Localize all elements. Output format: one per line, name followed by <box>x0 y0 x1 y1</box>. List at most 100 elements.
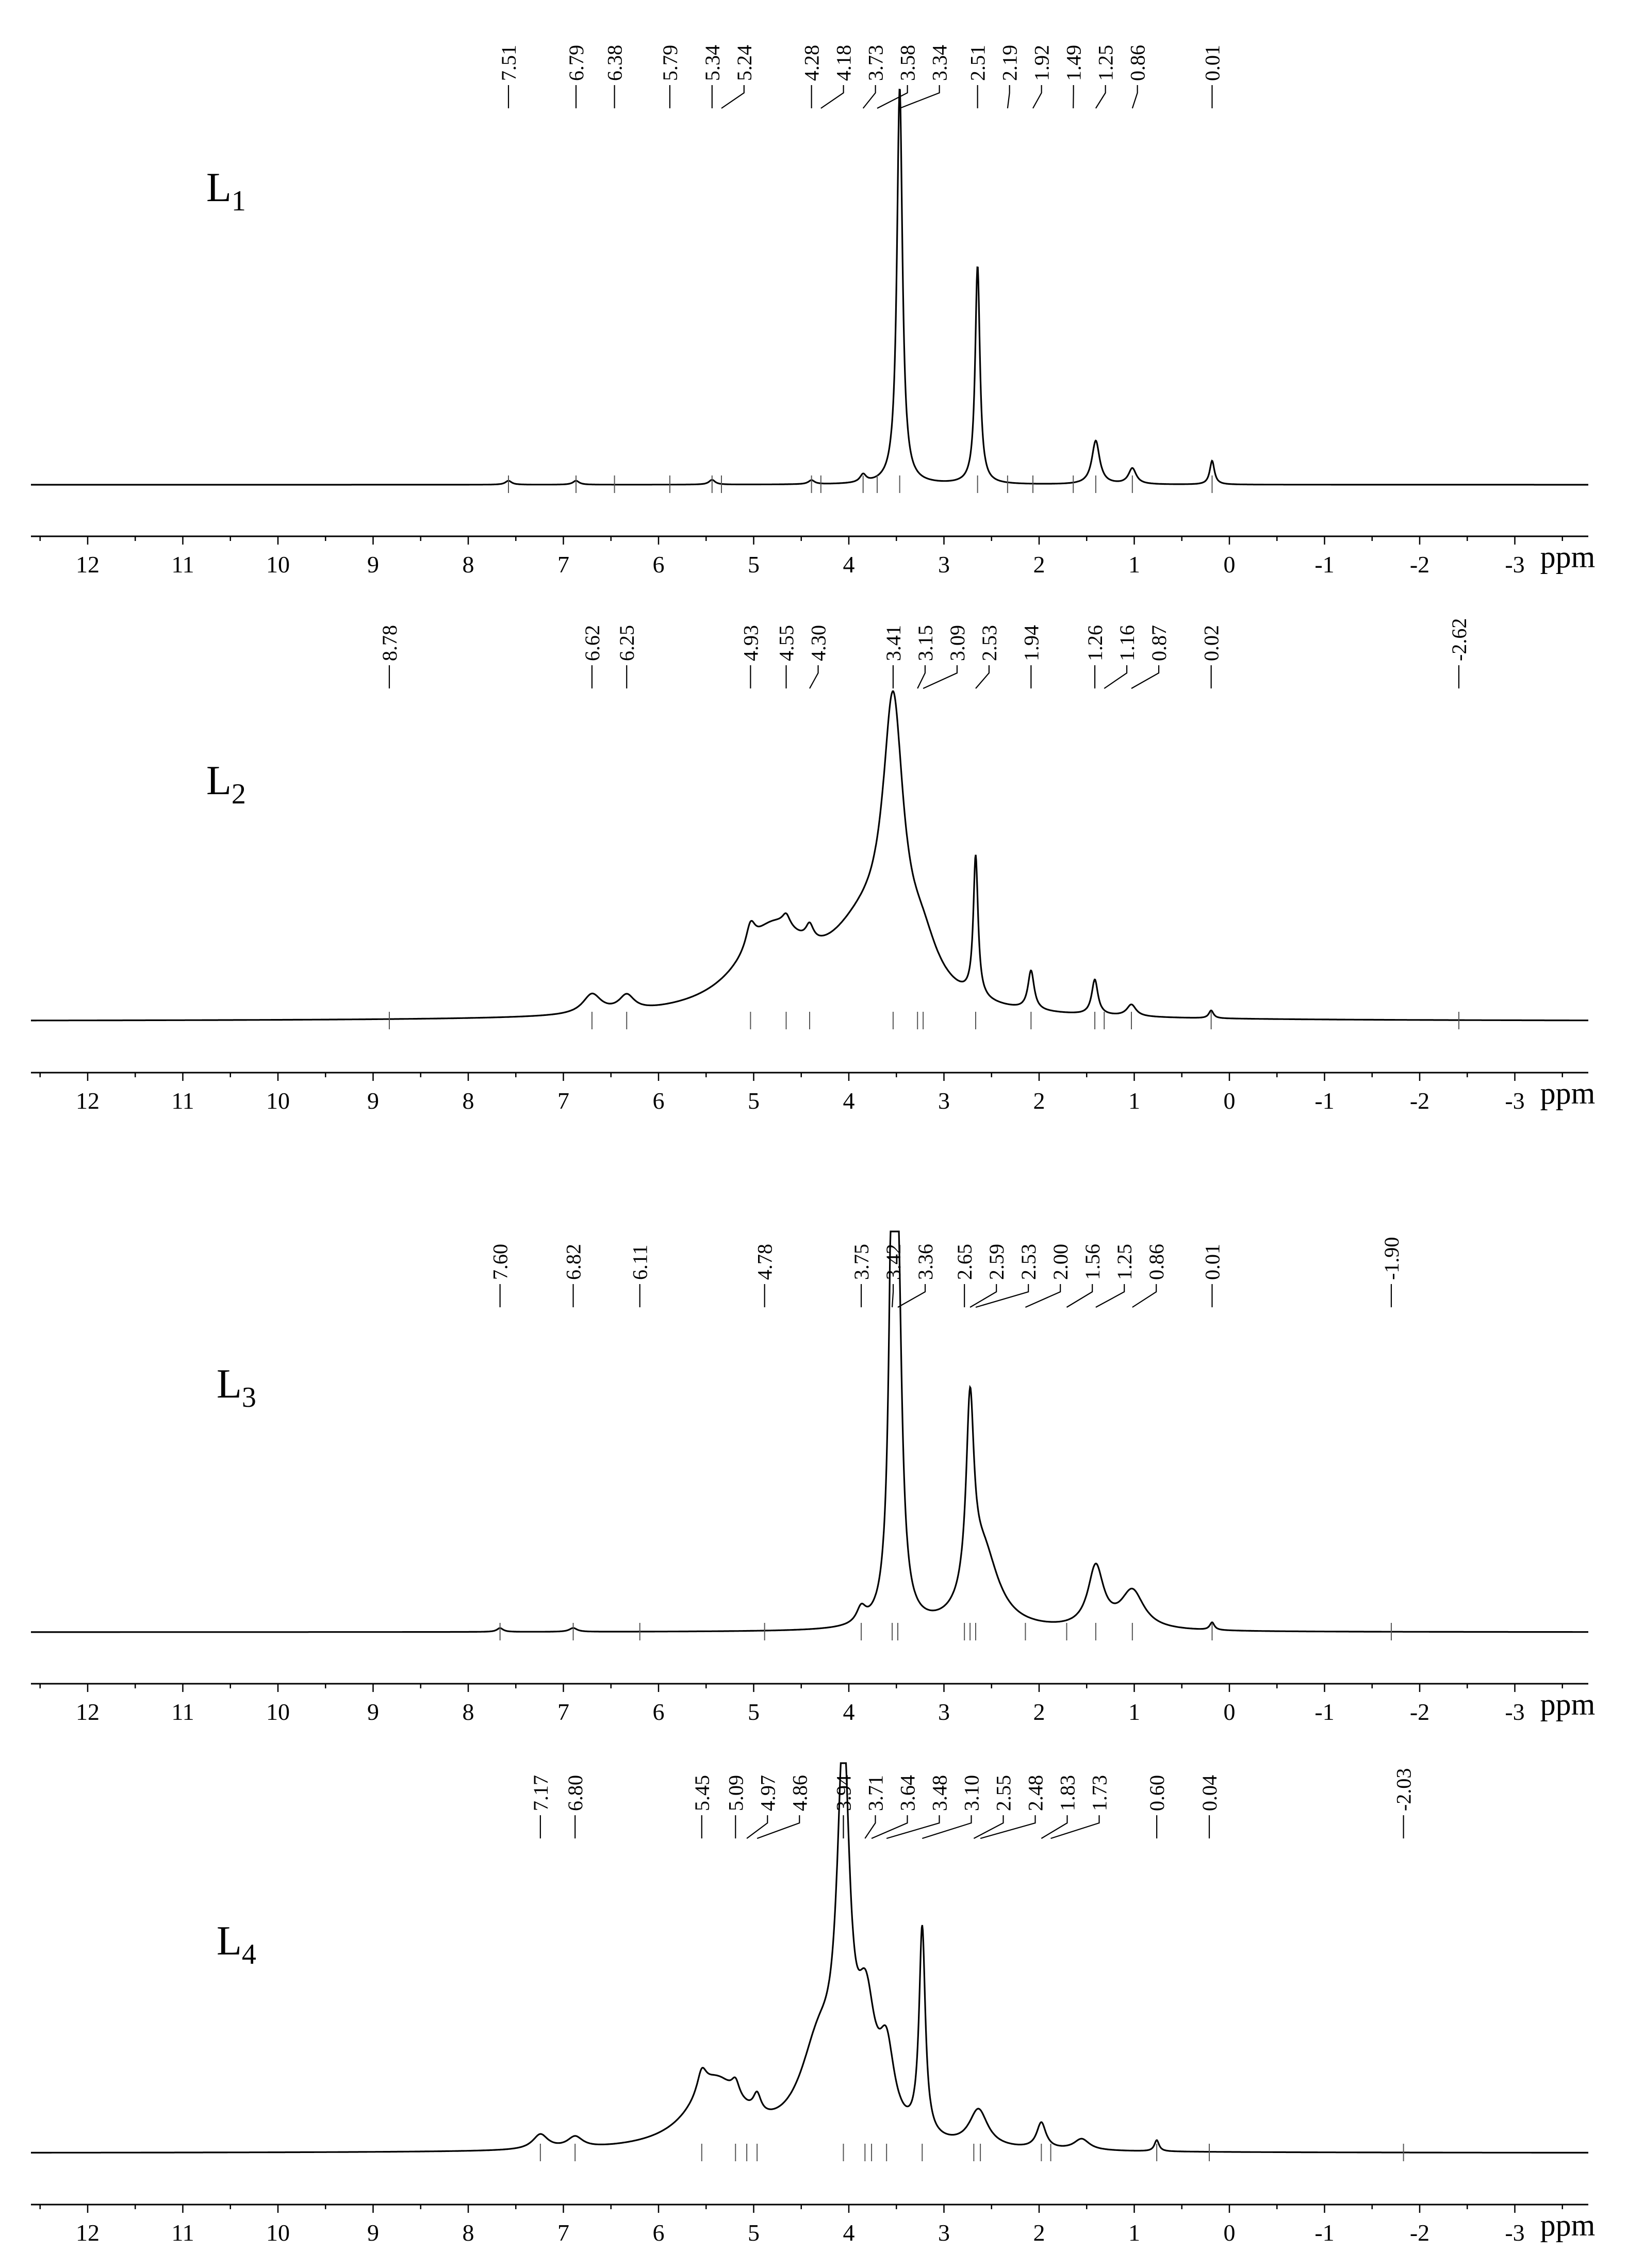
chemical-shift-label: 4.30 <box>807 625 830 661</box>
shift-connector <box>809 665 819 689</box>
chemical-shift-label: 2.53 <box>1017 1244 1040 1280</box>
chemical-shift-label: 0.01 <box>1201 45 1224 81</box>
x-tick-label: 7 <box>557 1088 569 1114</box>
chemical-shift-label: 5.34 <box>701 45 724 81</box>
chemical-shift-label: 4.97 <box>756 1775 779 1811</box>
panel-label-subscript: 2 <box>232 778 246 810</box>
shift-connector <box>917 665 926 689</box>
panel-label-subscript: 4 <box>242 1938 256 1970</box>
chemical-shift-label: 0.04 <box>1198 1775 1221 1811</box>
chemical-shift-label: 0.02 <box>1200 625 1223 661</box>
chemical-shift-label: 4.18 <box>832 45 856 81</box>
x-tick-label: -2 <box>1410 1088 1429 1114</box>
chemical-shift-label: 4.86 <box>788 1775 811 1811</box>
spectrum-trace <box>31 1230 1588 1633</box>
panel-label: L2 <box>206 758 246 810</box>
panel-label: L1 <box>206 165 246 217</box>
chemical-shift-label: 3.15 <box>914 625 937 661</box>
x-tick-label: 6 <box>653 551 665 578</box>
x-tick-label: 5 <box>748 551 760 578</box>
chemical-shift-label: 1.25 <box>1094 45 1117 81</box>
x-tick-label: 4 <box>843 1088 855 1114</box>
panel-label-letter: L <box>206 165 232 210</box>
chemical-shift-label: 3.41 <box>882 625 905 661</box>
chemical-shift-label: 6.82 <box>562 1244 585 1280</box>
chemical-shift-label: 3.42 <box>882 1244 905 1280</box>
chemical-shift-label: 4.93 <box>739 625 762 661</box>
shift-connector <box>975 665 990 689</box>
shift-connector <box>1066 1284 1093 1308</box>
x-tick-label: 8 <box>463 1699 474 1725</box>
x-tick-label: 1 <box>1128 1699 1140 1725</box>
panel-label: L3 <box>217 1361 256 1414</box>
chemical-shift-label: 6.11 <box>629 1244 652 1280</box>
chemical-shift-label: 5.09 <box>724 1775 747 1811</box>
chemical-shift-label: 0.60 <box>1145 1775 1169 1811</box>
chemical-shift-label: -1.90 <box>1380 1237 1403 1280</box>
chemical-shift-label: 0.01 <box>1201 1244 1224 1280</box>
shift-connector <box>891 1284 894 1308</box>
panel-label-letter: L <box>217 1918 242 1964</box>
shift-connector <box>1095 1284 1125 1308</box>
x-tick-label: -2 <box>1410 551 1429 578</box>
chemical-shift-label: 5.79 <box>659 45 682 81</box>
chemical-shift-label: 6.79 <box>565 45 588 81</box>
chemical-shift-label: 1.94 <box>1020 625 1043 661</box>
x-axis-unit: ppm <box>1540 1076 1596 1110</box>
shift-connector <box>973 1815 1004 1839</box>
chemical-shift-label: 1.56 <box>1081 1244 1104 1280</box>
shift-connector <box>1131 665 1160 689</box>
x-tick-label: 8 <box>463 551 474 578</box>
x-tick-label: 6 <box>653 2220 665 2246</box>
panel-label: L4 <box>217 1918 256 1970</box>
x-tick-label: 3 <box>938 1088 950 1114</box>
x-tick-label: 0 <box>1224 2220 1236 2246</box>
x-tick-label: 0 <box>1224 551 1236 578</box>
chemical-shift-label: 1.83 <box>1056 1775 1079 1811</box>
chemical-shift-label: 2.51 <box>966 45 990 81</box>
shift-connector <box>923 665 958 689</box>
shift-connector <box>1095 85 1106 109</box>
chemical-shift-label: 6.62 <box>581 625 604 661</box>
chemical-shift-label: 3.36 <box>914 1244 937 1280</box>
x-tick-label: -3 <box>1505 1088 1524 1114</box>
x-tick-label: -1 <box>1314 1088 1334 1114</box>
shift-connector <box>864 1815 876 1839</box>
shift-connector <box>877 85 908 109</box>
chemical-shift-label: 3.94 <box>832 1775 855 1811</box>
x-tick-label: -1 <box>1314 551 1334 578</box>
x-tick-label: 5 <box>748 2220 760 2246</box>
panel-label-letter: L <box>217 1361 242 1407</box>
x-tick-label: 10 <box>266 1699 290 1725</box>
x-tick-label: 0 <box>1224 1088 1236 1114</box>
chemical-shift-label: 1.16 <box>1115 625 1139 661</box>
shift-connector <box>1104 665 1128 689</box>
shift-connector <box>1007 85 1010 109</box>
chemical-shift-label: 2.19 <box>998 45 1022 81</box>
chemical-shift-label: 2.65 <box>953 1244 976 1280</box>
x-tick-label: 5 <box>748 1699 760 1725</box>
shift-connector <box>1050 1815 1100 1839</box>
chemical-shift-label: 4.55 <box>775 625 798 661</box>
x-tick-label: 12 <box>76 2220 100 2246</box>
x-tick-label: 6 <box>653 1699 665 1725</box>
x-tick-label: 2 <box>1033 1699 1045 1725</box>
x-tick-label: 4 <box>843 1699 855 1725</box>
chemical-shift-label: 3.73 <box>864 45 887 81</box>
chemical-shift-label: 1.26 <box>1083 625 1107 661</box>
x-tick-label: 11 <box>171 2220 194 2246</box>
x-tick-label: 11 <box>171 1699 194 1725</box>
shift-connector <box>1032 85 1042 109</box>
chemical-shift-label: 2.48 <box>1024 1775 1047 1811</box>
x-tick-label: 0 <box>1224 1699 1236 1725</box>
shift-connector <box>1131 85 1138 109</box>
x-tick-label: -2 <box>1410 2220 1429 2246</box>
chemical-shift-label: 0.86 <box>1126 45 1149 81</box>
chemical-shift-label: 3.71 <box>864 1775 887 1811</box>
x-tick-label: -3 <box>1505 2220 1524 2246</box>
x-tick-label: 9 <box>367 1699 379 1725</box>
shift-connector <box>886 1815 940 1839</box>
chemical-shift-label: 8.78 <box>378 625 401 661</box>
